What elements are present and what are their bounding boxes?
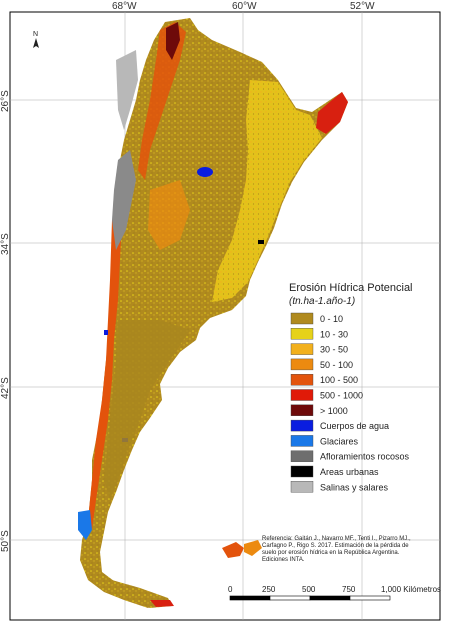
legend-label: Afloramientos rocosos <box>320 452 410 462</box>
misiones-high-erosion <box>316 92 348 134</box>
legend-swatch <box>290 328 314 340</box>
tierra-del-fuego-red-edge <box>150 600 174 607</box>
northwest-andes-high-erosion <box>138 22 186 180</box>
salinas-nw <box>116 50 138 130</box>
legend-label: Salinas y salares <box>320 482 389 492</box>
scale-tick-750: 750 <box>342 585 356 594</box>
legend-label: 50 - 100 <box>320 360 353 370</box>
legend-label: 100 - 500 <box>320 375 358 385</box>
central-orange-zone <box>148 180 190 250</box>
lon-label-52: 52°W <box>350 1 375 12</box>
lat-label-50: 50°S <box>0 530 11 552</box>
legend-label: 30 - 50 <box>320 345 348 355</box>
lon-label-60: 60°W <box>232 1 257 12</box>
legend-swatch <box>290 374 314 386</box>
legend-swatch <box>290 312 314 325</box>
svg-text:N: N <box>33 31 38 38</box>
rocky-outcrops-nw <box>112 150 136 250</box>
legend-unit: (tn.ha-1.año-1) <box>289 296 355 307</box>
legend-label: 500 - 1000 <box>320 391 363 401</box>
reference-line-2: Carfagno P., Rigo S. 2017. Estimación de… <box>262 543 409 549</box>
western-andes-strip <box>88 220 122 530</box>
legend-swatch <box>290 465 314 478</box>
malvinas-islands <box>222 540 262 558</box>
urban-buenos-aires <box>258 240 264 244</box>
legend-label: 0 - 10 <box>320 314 343 324</box>
scale-bar: 0 250 500 750 1,000 Kilómetros <box>228 585 441 601</box>
reference-line-1: Referencia: Gaitán J., Navarro MF., Tent… <box>262 536 411 542</box>
legend-label: Cuerpos de agua <box>320 421 389 431</box>
legend-swatch <box>290 419 314 432</box>
scale-tick-0: 0 <box>228 585 233 594</box>
water-body-patagonia <box>104 330 108 335</box>
scale-tick-250: 250 <box>262 585 276 594</box>
legend-label: > 1000 <box>320 406 348 416</box>
legend-swatch <box>290 343 314 355</box>
glaciers-south <box>78 510 92 540</box>
legend-label: Areas urbanas <box>320 467 379 477</box>
lat-label-42: 42°S <box>0 377 11 399</box>
legend-swatch <box>290 358 314 371</box>
legend-label: Glaciares <box>320 436 359 446</box>
lon-label-68: 68°W <box>112 1 137 12</box>
legend-swatch <box>290 404 314 416</box>
reference-citation: Referencia: Gaitán J., Navarro MF., Tent… <box>262 536 411 563</box>
argentina-landmass <box>78 18 348 608</box>
legend-swatch <box>290 389 314 401</box>
reference-line-3: suelo por erosión hídrica en la Repúblic… <box>262 550 400 556</box>
eastern-region <box>212 80 322 302</box>
legend-swatch <box>290 435 314 447</box>
legend-swatch <box>290 481 314 493</box>
legend-label: 10 - 30 <box>320 329 348 339</box>
lat-label-26: 26°S <box>0 90 11 112</box>
water-body-mar-chiquita <box>197 167 213 177</box>
legend-swatch <box>290 450 314 462</box>
reference-line-4: Ediciones INTA. <box>262 557 305 563</box>
northwest-extreme-erosion <box>166 22 180 60</box>
legend: Erosión Hídrica Potencial (tn.ha-1.año-1… <box>289 282 413 493</box>
lat-label-34: 34°S <box>0 233 11 255</box>
scale-tick-1000: 1,000 Kilómetros <box>381 585 441 594</box>
scale-tick-500: 500 <box>302 585 316 594</box>
patagonia-plateau <box>104 320 190 500</box>
north-arrow-icon: N <box>33 31 39 48</box>
legend-title: Erosión Hídrica Potencial <box>289 282 413 294</box>
